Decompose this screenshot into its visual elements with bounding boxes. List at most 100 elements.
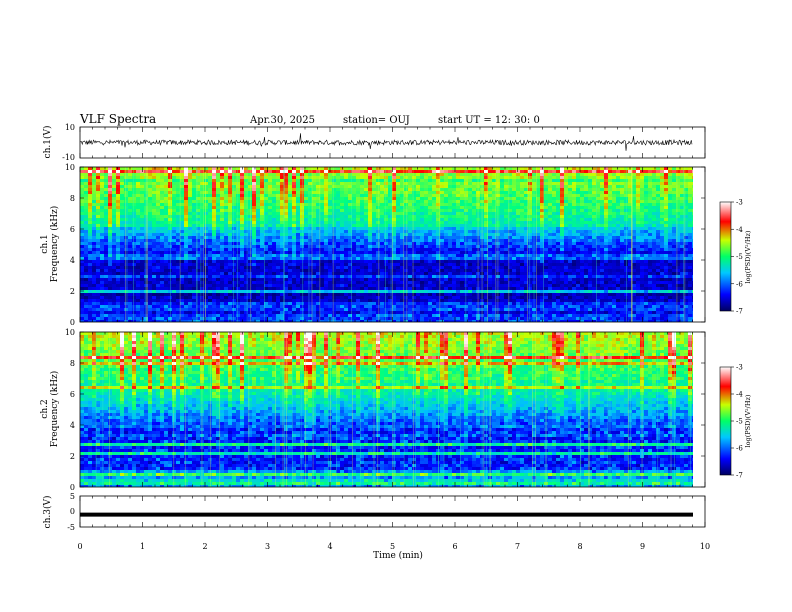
spectrogram-cell (424, 224, 429, 228)
spectrogram-cell (172, 248, 177, 252)
spectrogram-cell (304, 200, 309, 204)
spectrogram-cell (288, 251, 293, 255)
spectrogram-cell (124, 254, 129, 258)
spectrogram-cell (356, 224, 361, 228)
spectrogram-cell (284, 308, 289, 312)
spectrogram-cell (208, 278, 213, 282)
spectrogram-cell (308, 311, 313, 315)
spectrogram-cell (188, 266, 193, 270)
spectrogram-cell (396, 320, 401, 322)
spectrogram-cell (104, 215, 109, 219)
spectrogram-cell (264, 257, 269, 261)
spectrogram-cell (360, 191, 365, 195)
spectrogram-cell (360, 203, 365, 207)
spectrogram-cell (264, 269, 269, 273)
spectrogram-cell (200, 221, 205, 225)
spectrogram-cell (220, 248, 225, 252)
spectrogram-cell (84, 242, 89, 246)
spectrogram-cell (380, 296, 385, 300)
spectrogram-cell (324, 248, 329, 252)
spectrogram-cell (300, 185, 305, 189)
spectrogram-cell (392, 311, 397, 315)
spectrogram-cell (356, 191, 361, 195)
spectrogram-cell (448, 176, 453, 180)
spectrogram-cell (244, 170, 249, 174)
spectrogram-cell (312, 281, 317, 285)
spectrogram-cell (84, 176, 89, 180)
spectrogram-cell (340, 281, 345, 285)
spectrogram-cell (360, 233, 365, 237)
spectrogram-cell (368, 284, 373, 288)
spectrogram-cell (408, 257, 413, 261)
spectrogram-cell (372, 203, 377, 207)
spectrogram-cell (196, 248, 201, 252)
spectrogram-cell (104, 278, 109, 282)
spectrogram-cell (280, 188, 285, 192)
spectrogram-cell (392, 263, 397, 267)
spectrogram-cell (436, 170, 441, 174)
spectrogram-cell (112, 170, 117, 174)
spectrogram-cell (388, 209, 393, 213)
spectrogram-cell (108, 281, 113, 285)
spectrogram-cell (264, 320, 269, 322)
spectrogram-cell (160, 275, 165, 279)
spectrogram-cell (436, 302, 441, 306)
spectrogram-cell (96, 305, 101, 309)
spectrogram-cell (408, 296, 413, 300)
spectrogram-cell (320, 296, 325, 300)
spectrogram-cell (132, 263, 137, 267)
spectrogram-cell (212, 263, 217, 267)
spectrogram-cell (372, 188, 377, 192)
spectrogram-cell (84, 227, 89, 231)
spectrogram-cell (208, 194, 213, 198)
spectrogram-cell (88, 290, 93, 294)
spectrogram-cell (340, 305, 345, 309)
spectrogram-cell (152, 272, 157, 276)
spectrogram-cell (304, 224, 309, 228)
spectrogram-cell (248, 257, 253, 261)
spectrogram-cell (152, 218, 157, 222)
spectrogram-cell (356, 320, 361, 322)
spectrogram-cell (316, 233, 321, 237)
spectrogram-cell (344, 212, 349, 216)
spectrogram-cell (384, 263, 389, 267)
spectrogram-cell (304, 311, 309, 315)
spectrogram-cell (296, 170, 301, 174)
spectrogram-cell (432, 254, 437, 258)
spectrogram-cell (260, 293, 265, 297)
spectrogram-cell (104, 308, 109, 312)
spectrogram-cell (188, 308, 193, 312)
spectrogram-cell (396, 212, 401, 216)
spectrogram-cell (300, 191, 305, 195)
spectrogram-cell (380, 191, 385, 195)
spectrogram-cell (212, 287, 217, 291)
spectrogram-cell (232, 299, 237, 303)
spectrogram-cell (200, 185, 205, 189)
spectrogram-cell (292, 176, 297, 180)
spectrogram-cell (92, 278, 97, 282)
spectrogram-cell (396, 305, 401, 309)
spectrogram-cell (408, 272, 413, 276)
spectrogram-cell (244, 188, 249, 192)
spectrogram-cell (336, 266, 341, 270)
spectrogram-cell (172, 311, 177, 315)
spectrogram-cell (164, 314, 169, 318)
spectrogram-cell (276, 257, 281, 261)
spectrogram-cell (116, 284, 121, 288)
spectrogram-cell (80, 173, 85, 177)
spectrogram-cell (128, 188, 133, 192)
spectrogram-cell (424, 317, 429, 321)
spectrogram-cell (208, 203, 213, 207)
spectrogram-cell (420, 302, 425, 306)
spectrogram-cell (392, 248, 397, 252)
spectrogram-cell (388, 263, 393, 267)
spectrogram-cell (388, 269, 393, 273)
spectrogram-cell (224, 311, 229, 315)
spectrogram-cell (128, 191, 133, 195)
spectrogram-cell (132, 245, 137, 249)
spectrogram-cell (420, 314, 425, 318)
spectrogram-cell (300, 266, 305, 270)
spectrogram-cell (376, 191, 381, 195)
spectrogram-cell (356, 317, 361, 321)
spectrogram-cell (116, 173, 121, 177)
